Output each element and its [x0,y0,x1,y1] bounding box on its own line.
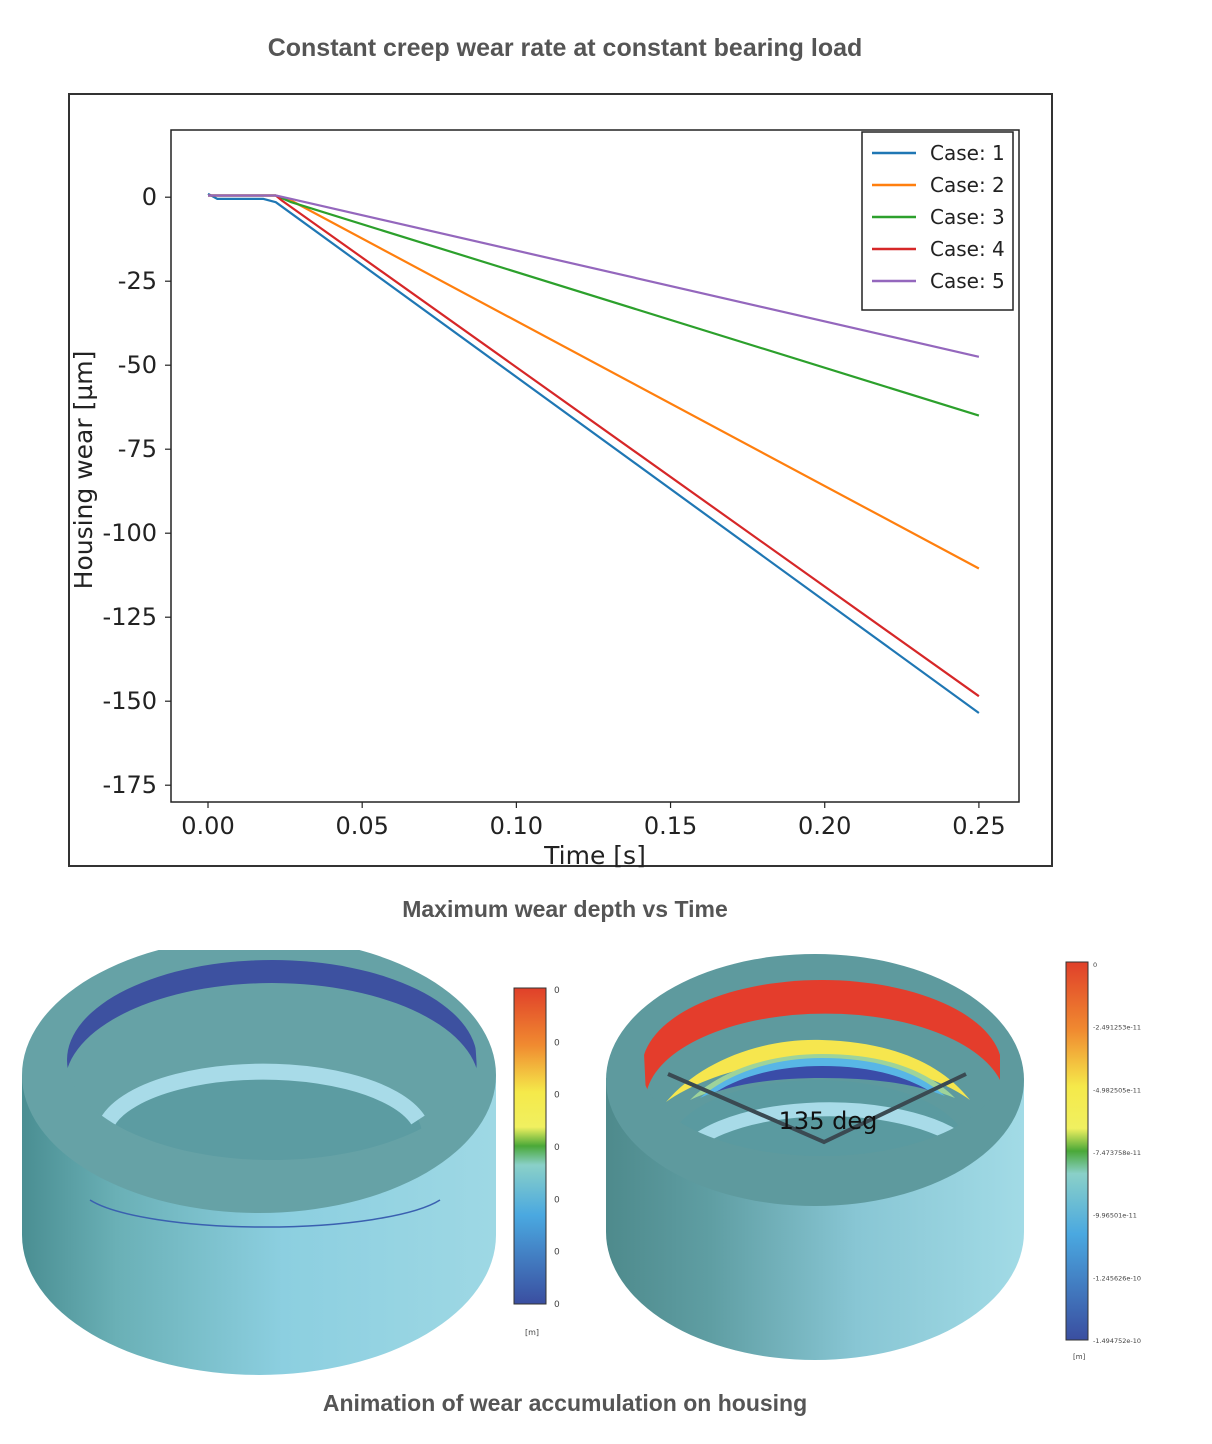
colorbar-tick-label: 0 [554,1300,560,1310]
series-line-case-5 [208,194,980,358]
legend-label: Case: 5 [930,269,1005,293]
y-tick-label: -175 [103,771,157,799]
y-axis-label: Housing wear [µm] [69,351,98,590]
legend-label: Case: 3 [930,205,1005,229]
chart-caption: Maximum wear depth vs Time [402,896,728,922]
legend-label: Case: 2 [930,173,1005,197]
colorbar-tick-label: 0 [554,1248,560,1258]
left-housing-render [22,950,496,1375]
left-colorbar: 0 0 0 0 0 0 0 [m] [513,986,560,1337]
left-colorbar-unit: [m] [525,1328,539,1337]
x-tick-label: 0.05 [335,812,388,840]
colorbar-tick-label: 0 [554,1143,560,1153]
x-tick-label: 0.00 [181,812,234,840]
colorbar-tick-label: 0 [554,1038,560,1048]
page-title: Constant creep wear rate at constant bea… [267,34,863,62]
colorbar-tick-label: -1.494752e-10 [1093,1337,1141,1345]
colorbar-tick-label: 0 [1093,961,1097,969]
y-tick-label: -125 [103,603,157,631]
y-tick-label: -100 [103,519,157,547]
x-tick-label: 0.20 [798,812,851,840]
colorbar-tick-label: -7.473758e-11 [1093,1149,1141,1157]
y-tick-label: -25 [118,267,157,295]
colorbar-tick-label: -9.96501e-11 [1093,1212,1137,1220]
legend-label: Case: 1 [930,141,1005,165]
right-colorbar-unit: [m] [1073,1353,1086,1361]
colorbar-tick-label: 0 [554,1091,560,1101]
right-colorbar: 0 -2.491253e-11 -4.982505e-11 -7.473758e-11… [1065,961,1141,1361]
angle-annotation: 135 deg [779,1107,878,1135]
x-tick-label: 0.15 [644,812,697,840]
x-axis-label: Time [s] [543,841,646,870]
wear-chart: 0.00 0.05 0.10 0.15 0.20 0.25 0 -25 -50 -75 -100 -1… [68,93,1053,870]
y-tick-label: 0 [142,183,157,211]
colorbar-tick-label: 0 [554,986,560,996]
angle-indicator-lines [667,1072,967,1145]
wear-renders: 0 0 0 0 0 0 0 [m] 135 deg 0 -2.491253e-11 -4.982… [22,950,1141,1375]
colorbar-tick-label: -1.245626e-10 [1093,1274,1141,1282]
x-tick-label: 0.25 [952,812,1005,840]
right-housing-render: 135 deg [606,954,1024,1360]
series-line-case-1 [207,192,980,714]
animation-caption: Animation of wear accumulation on housin… [322,1390,808,1416]
y-tick-label: -150 [103,687,157,715]
colorbar-tick-label: 0 [554,1195,560,1205]
x-tick-label: 0.10 [490,812,543,840]
y-tick-label: -50 [118,351,157,379]
legend-label: Case: 4 [930,237,1005,261]
colorbar-tick-label: -2.491253e-11 [1093,1024,1141,1032]
y-tick-label: -75 [118,435,157,463]
colorbar-tick-label: -4.982505e-11 [1093,1086,1141,1094]
